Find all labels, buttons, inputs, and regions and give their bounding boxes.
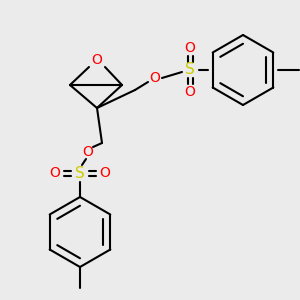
Text: O: O [100,166,110,180]
Text: S: S [185,62,195,77]
Text: O: O [184,41,195,55]
Text: S: S [75,166,85,181]
Text: O: O [50,166,60,180]
Text: O: O [184,85,195,99]
Text: O: O [82,145,93,159]
Text: O: O [150,71,160,85]
Text: O: O [92,53,102,67]
